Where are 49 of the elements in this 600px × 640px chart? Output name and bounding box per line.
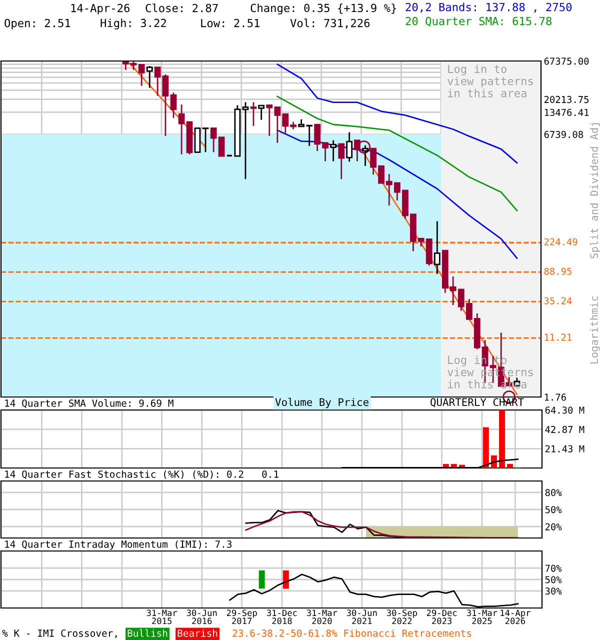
y-tick-label: 20% <box>545 523 562 530</box>
text: Split and Dividend Adj <box>590 123 600 258</box>
annotation: Log in to view patterns in this area <box>448 64 533 98</box>
y-tick-label: 80% <box>545 489 562 496</box>
y-tick-label: 1.76 <box>544 394 566 401</box>
ref-line-label: 11.21 <box>544 334 572 341</box>
text: 14-Apr-26 <box>71 4 130 14</box>
text: Low: 2.51 <box>201 18 260 28</box>
y-tick-label: 42.87 M <box>545 426 584 434</box>
text: % K - IMI Crossover, <box>2 629 117 638</box>
x-tick-label: 31-Mar 2020 <box>306 610 338 624</box>
text: Open: 2.51 <box>4 18 70 30</box>
y-tick-label: 70% <box>545 564 562 572</box>
text: Vol: 731,226 <box>290 18 370 29</box>
y-tick-label: 30% <box>545 588 562 595</box>
y-tick-label: 64.30 M <box>545 406 584 414</box>
y-tick-label: 6739.08 <box>544 130 583 138</box>
chart-title: 14 Quarter Fast Stochastic (%K) (%D): 0.2 0.1 <box>5 470 278 479</box>
y-tick-label: 13476.41 <box>544 108 589 116</box>
text: Close: 2.87 <box>146 4 218 12</box>
ref-line-label: 35.24 <box>544 297 572 304</box>
x-tick-label: 30-Jun 2016 <box>186 610 217 624</box>
x-tick-label: 29-Sep 2017 <box>226 610 257 624</box>
y-tick-label: 50% <box>545 576 562 584</box>
x-tick-label: 31-Mar 2015 <box>146 610 178 624</box>
x-tick-label: 30-Sep 2022 <box>386 610 417 624</box>
x-tick-label: 30-Jun 2021 <box>346 610 377 624</box>
text: 23.6-38.2-50-61.8% Fibonacci Retracements <box>232 629 472 637</box>
text: Bearish <box>178 629 218 637</box>
y-tick-label: 67375.00 <box>544 58 589 65</box>
y-tick-label: 50% <box>545 506 562 514</box>
x-tick-label: 14-Apr 2026 <box>500 610 530 624</box>
ref-line-label: 88.95 <box>544 268 572 275</box>
y-tick-label: 20213.75 <box>544 96 589 104</box>
chart-title: 14 Quarter SMA Volume: 9.69 M <box>5 399 174 408</box>
y-tick-label: 21.43 M <box>545 445 584 452</box>
x-tick-label: 31-Dec 2018 <box>266 610 297 624</box>
text: Volume By Price <box>275 398 368 408</box>
text: 20,2 Bands: 137.88 , 2750 <box>406 2 572 13</box>
chart-title: 14 Quarter Intraday Momentum (IMI): 7.3 <box>5 540 232 550</box>
text: Bullish <box>128 629 168 637</box>
text: Logarithmic <box>590 296 600 364</box>
x-tick-label: 31-Mar 2025 <box>466 610 498 624</box>
text: High: 3.22 <box>100 18 166 30</box>
text: QUARTERLY CHART <box>430 398 524 408</box>
text: Change: 0.35 {+13.9 %} <box>250 4 396 14</box>
x-tick-label: 29-Dec 2023 <box>426 610 457 624</box>
ref-line-label: 224.49 <box>544 238 578 246</box>
text: 20 Quarter SMA: 615.78 <box>406 16 552 27</box>
